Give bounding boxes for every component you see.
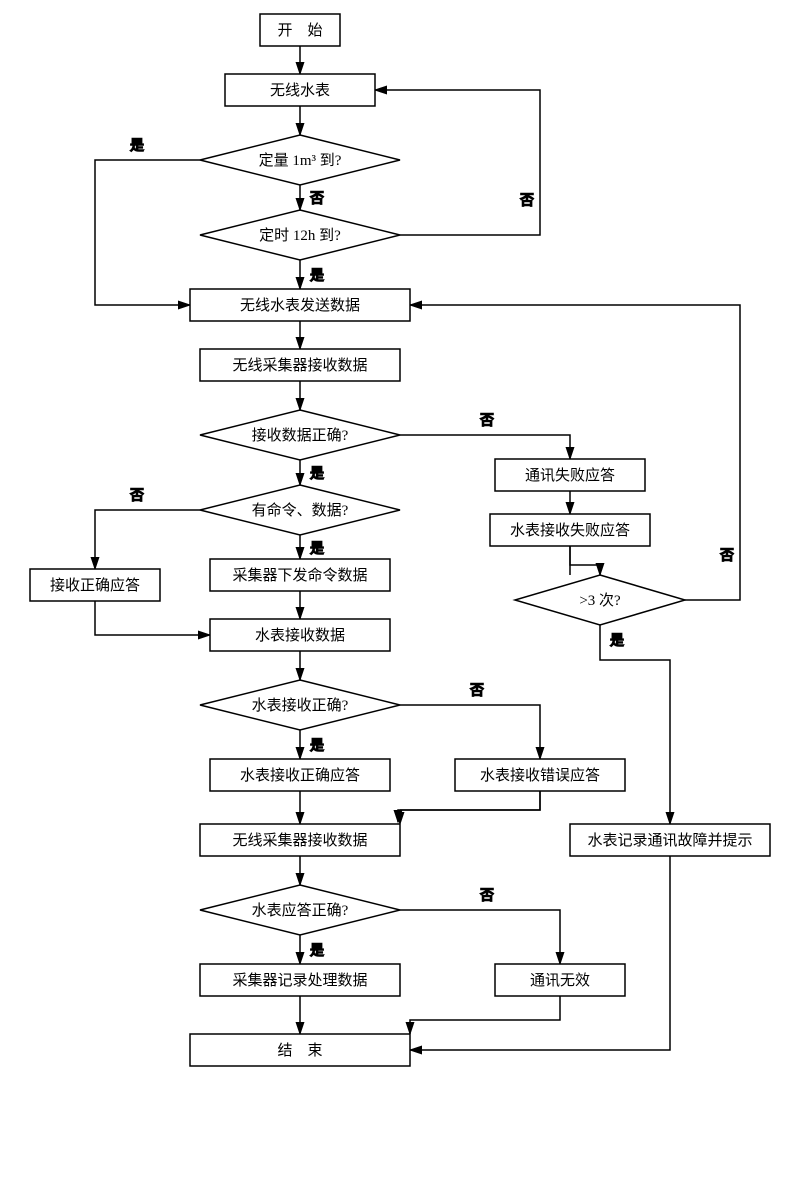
svg-text:水表接收错误应答: 水表接收错误应答	[480, 766, 600, 784]
label-no-3: 否	[480, 414, 494, 429]
svg-text:定时 12h 到?: 定时 12h 到?	[259, 227, 341, 244]
svg-text:无线水表发送数据: 无线水表发送数据	[240, 297, 360, 314]
label-yes: 是	[130, 139, 144, 154]
label-no-5: 否	[470, 684, 484, 699]
svg-text:无线采集器接收数据: 无线采集器接收数据	[232, 357, 367, 374]
svg-text:水表记录通讯故障并提示: 水表记录通讯故障并提示	[587, 831, 752, 849]
label-yes-4: 是	[310, 542, 324, 557]
node-comm-invalid: 通讯无效	[495, 964, 625, 996]
svg-text:定量 1m³ 到?: 定量 1m³ 到?	[259, 152, 342, 169]
svg-text:>3 次?: >3 次?	[579, 592, 621, 609]
svg-text:采集器记录处理数据: 采集器记录处理数据	[232, 972, 367, 989]
node-check-12h: 定时 12h 到?	[200, 210, 400, 260]
node-recv-correct: 接收数据正确?	[200, 410, 400, 460]
svg-text:有命令、数据?: 有命令、数据?	[252, 501, 349, 519]
node-meter-ok-ack: 水表接收正确应答	[210, 759, 390, 791]
svg-text:通讯失败应答: 通讯失败应答	[525, 466, 615, 484]
label-no-7: 否	[720, 549, 734, 564]
svg-text:接收正确应答: 接收正确应答	[50, 576, 140, 594]
node-meter-recv-fail: 水表接收失败应答	[490, 514, 650, 546]
node-meter-recv-correct: 水表接收正确?	[200, 680, 400, 730]
svg-text:无线水表: 无线水表	[270, 82, 330, 99]
node-meter-recv-data: 水表接收数据	[210, 619, 390, 651]
svg-text:开 始: 开 始	[277, 22, 322, 39]
svg-text:无线采集器接收数据: 无线采集器接收数据	[232, 832, 367, 849]
svg-text:采集器下发命令数据: 采集器下发命令数据	[232, 566, 367, 584]
node-recv-ok-ack: 接收正确应答	[30, 569, 160, 601]
node-gt3: >3 次?	[515, 575, 685, 625]
node-start: 开 始	[260, 14, 340, 46]
node-collector-recv2: 无线采集器接收数据	[200, 824, 400, 856]
label-no: 否	[310, 192, 324, 207]
label-yes-5: 是	[310, 739, 324, 754]
svg-text:结 束: 结 束	[277, 1042, 322, 1059]
node-collector-send-cmd: 采集器下发命令数据	[210, 559, 390, 591]
label-yes-6: 是	[310, 944, 324, 959]
svg-text:水表接收正确应答: 水表接收正确应答	[240, 766, 360, 784]
label-no-4: 否	[130, 489, 144, 504]
nodes: 开 始 无线水表 定量 1m³ 到? 定时 12h 到? 无线水表发送数据 无线…	[30, 14, 770, 1066]
node-end: 结 束	[190, 1034, 410, 1066]
node-collector-recv: 无线采集器接收数据	[200, 349, 400, 381]
node-has-cmd: 有命令、数据?	[200, 485, 400, 535]
svg-text:水表接收正确?: 水表接收正确?	[252, 697, 349, 714]
label-yes-2: 是	[310, 269, 324, 284]
svg-text:通讯无效: 通讯无效	[530, 972, 590, 989]
label-yes-7: 是	[610, 634, 624, 649]
flowchart-svg: 是 否 否 是 是 否 否 是 是 否	[0, 0, 800, 1187]
node-meter-record-fault: 水表记录通讯故障并提示	[570, 824, 770, 856]
node-wireless-meter: 无线水表	[225, 74, 375, 106]
svg-text:水表应答正确?: 水表应答正确?	[252, 901, 349, 919]
node-collector-record: 采集器记录处理数据	[200, 964, 400, 996]
edges: 是 否 否 是 是 否 否 是 是 否	[95, 46, 740, 1050]
svg-text:水表接收数据: 水表接收数据	[255, 627, 345, 644]
node-meter-err-ack: 水表接收错误应答	[455, 759, 625, 791]
svg-text:水表接收失败应答: 水表接收失败应答	[510, 521, 630, 539]
node-comm-fail-ack: 通讯失败应答	[495, 459, 645, 491]
node-meter-ack-correct: 水表应答正确?	[200, 885, 400, 935]
node-send-data: 无线水表发送数据	[190, 289, 410, 321]
label-no-2: 否	[520, 194, 534, 209]
svg-text:接收数据正确?: 接收数据正确?	[252, 427, 349, 444]
label-yes-3: 是	[310, 467, 324, 482]
label-no-6: 否	[480, 889, 494, 904]
node-check-1m3: 定量 1m³ 到?	[200, 135, 400, 185]
